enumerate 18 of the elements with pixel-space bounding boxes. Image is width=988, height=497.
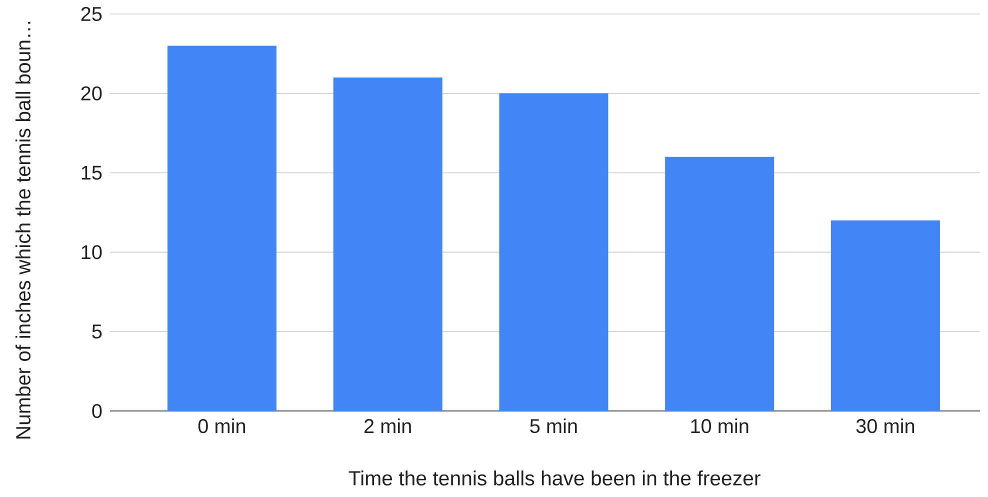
- x-tick-label: 2 min: [364, 418, 411, 433]
- bar: [499, 93, 608, 411]
- bar: [333, 78, 442, 411]
- x-tick-label: 0 min: [198, 418, 246, 434]
- x-tick-label: 10 min: [691, 418, 748, 434]
- bar: [665, 156, 774, 411]
- bar: [830, 220, 940, 411]
- y-tick-label: 5: [92, 324, 102, 339]
- y-tick-label: 20: [81, 86, 102, 100]
- x-tick-label: 5 min: [530, 418, 577, 434]
- x-axis-title: Time the tennis balls have been in the freezer: [348, 470, 760, 486]
- y-tick-label: 25: [81, 6, 102, 22]
- y-tick-label: 0: [92, 404, 102, 418]
- y-axis-title: Number of inches which the tennis ball boun…: [15, 22, 30, 438]
- bar: [167, 46, 276, 411]
- y-tick-label: 10: [82, 245, 102, 260]
- y-tick-label: 15: [82, 166, 102, 180]
- x-tick-label: 30 min: [856, 418, 914, 434]
